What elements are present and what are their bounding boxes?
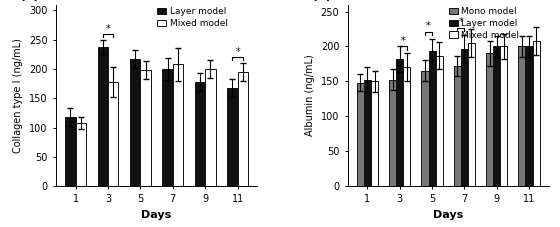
Bar: [205, 69, 216, 186]
Bar: [468, 43, 475, 186]
Bar: [357, 83, 364, 186]
Text: *: *: [401, 36, 405, 46]
Y-axis label: Albumin (ng/mL): Albumin (ng/mL): [305, 54, 315, 136]
Bar: [500, 47, 507, 186]
Y-axis label: Collagen type I (ng/mL): Collagen type I (ng/mL): [13, 38, 24, 153]
Text: *: *: [235, 47, 240, 57]
Bar: [493, 47, 500, 186]
X-axis label: Days: Days: [142, 210, 172, 220]
Bar: [162, 69, 173, 186]
Text: (a): (a): [20, 0, 40, 3]
Bar: [422, 71, 428, 186]
X-axis label: Days: Days: [433, 210, 463, 220]
Bar: [396, 59, 403, 186]
Bar: [403, 67, 410, 186]
Bar: [525, 47, 533, 186]
Bar: [461, 49, 468, 186]
Legend: Mono model, Layer model, Mixed model: Mono model, Layer model, Mixed model: [449, 7, 519, 40]
Text: *: *: [426, 21, 431, 31]
Text: *: *: [106, 24, 110, 34]
Bar: [428, 51, 436, 186]
Bar: [237, 72, 248, 186]
Legend: Layer model, Mixed model: Layer model, Mixed model: [157, 7, 228, 28]
Text: *: *: [459, 17, 463, 27]
Bar: [141, 70, 151, 186]
Bar: [364, 80, 371, 186]
Bar: [227, 88, 237, 186]
Bar: [65, 117, 76, 186]
Bar: [533, 41, 540, 186]
Bar: [436, 56, 443, 186]
Bar: [76, 123, 86, 186]
Bar: [486, 53, 493, 186]
Bar: [371, 81, 378, 186]
Bar: [389, 80, 396, 186]
Text: (b): (b): [311, 0, 332, 3]
Bar: [97, 47, 108, 186]
Bar: [173, 64, 183, 186]
Bar: [130, 59, 141, 186]
Bar: [454, 66, 461, 186]
Bar: [195, 82, 205, 186]
Bar: [108, 82, 118, 186]
Bar: [519, 47, 525, 186]
